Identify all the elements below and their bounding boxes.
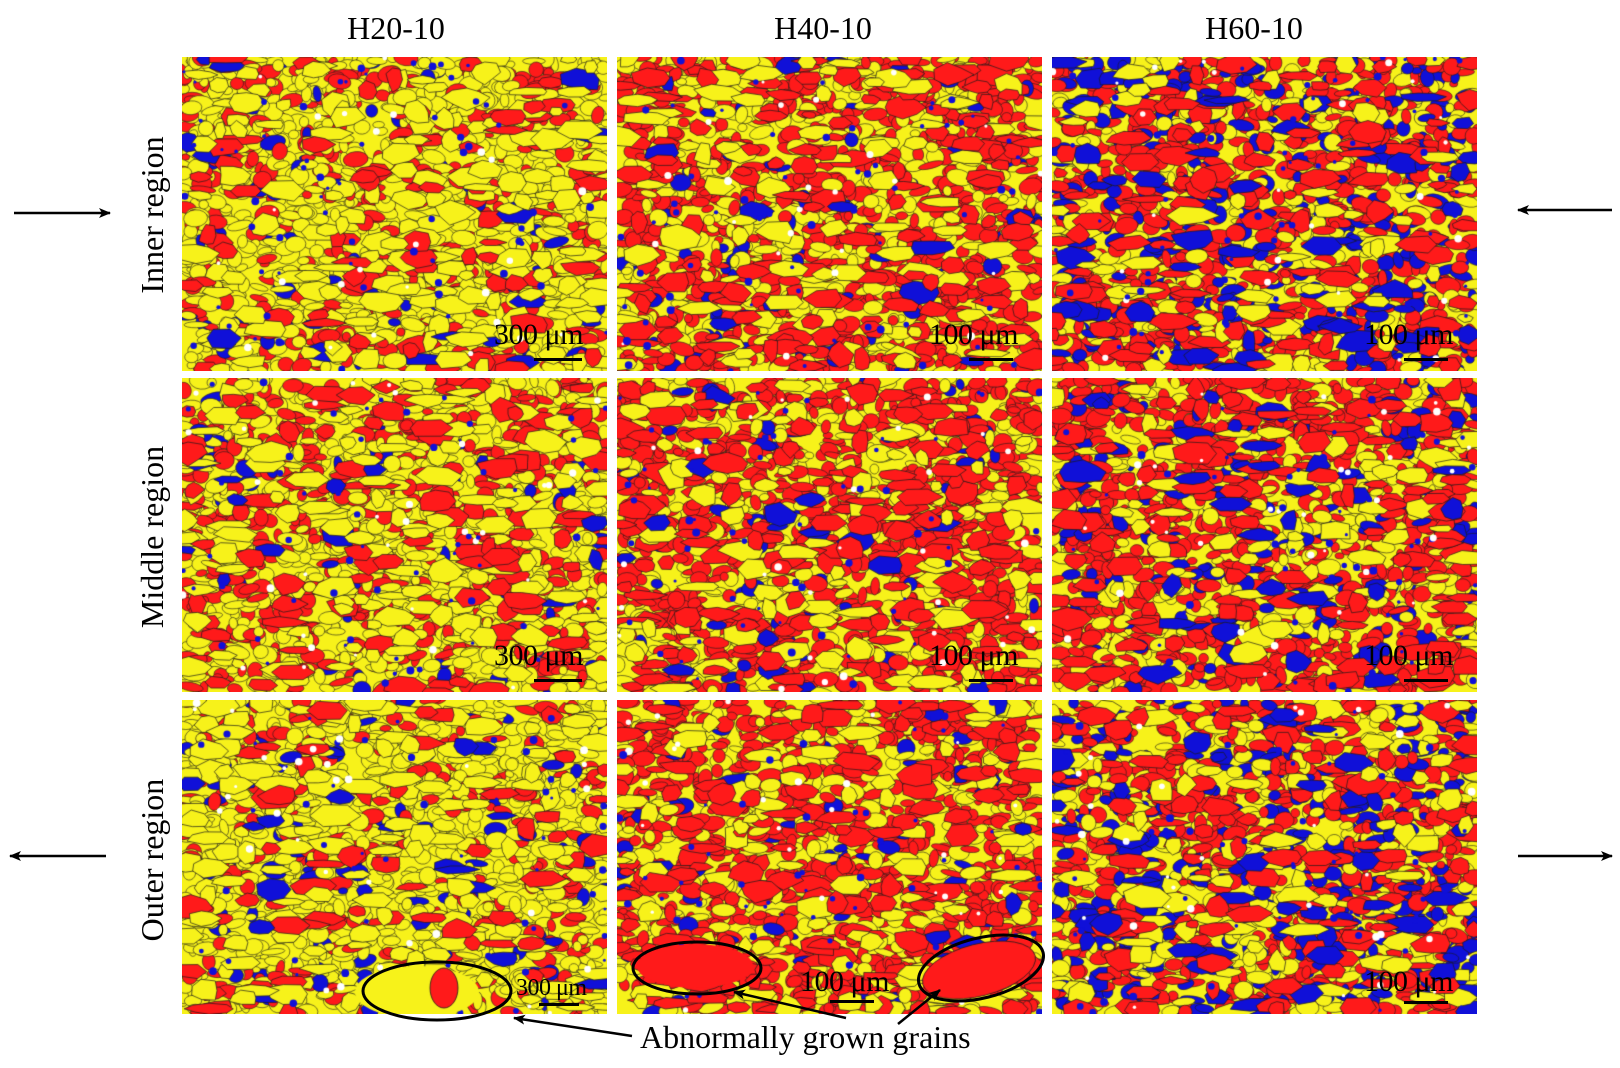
grain-map-canvas (1052, 700, 1477, 1014)
grain-map-canvas (182, 700, 607, 1014)
row-label-middle-region: Middle region (134, 445, 170, 629)
grain-map-canvas (1052, 57, 1477, 371)
annotation-abnormally-grown-grains: Abnormally grown grains (640, 1019, 971, 1055)
scale-bar (969, 679, 1013, 682)
micrograph-h40-10-inner: 100 μm (617, 57, 1042, 371)
scale-bar-label: 100 μm (929, 639, 1018, 672)
scale-bar-label: 100 μm (929, 318, 1018, 351)
grain-map-canvas (182, 378, 607, 692)
grain-map-canvas (1052, 378, 1477, 692)
grain-map-canvas (617, 378, 1042, 692)
scale-bar (830, 1000, 874, 1003)
scale-bar (534, 358, 582, 361)
grain-map-canvas (182, 57, 607, 371)
scale-bar (1404, 679, 1448, 682)
row-label-outer-region: Outer region (134, 778, 170, 942)
scale-bar (969, 358, 1013, 361)
scale-bar (534, 679, 582, 682)
micrograph-h20-10-outer: 300 μm (182, 700, 607, 1014)
scale-bar-label: 300 μm (516, 975, 587, 1001)
scale-bar (539, 1003, 579, 1006)
scale-bar-label: 100 μm (1364, 965, 1453, 998)
micrograph-h60-10-outer: 100 μm (1052, 700, 1477, 1014)
scale-bar-label: 100 μm (1364, 318, 1453, 351)
scale-bar (1404, 358, 1448, 361)
micrograph-h60-10-middle: 100 μm (1052, 378, 1477, 692)
column-title-h40-10: H40-10 (774, 10, 872, 46)
micrograph-h60-10-inner: 100 μm (1052, 57, 1477, 371)
scale-bar-label: 300 μm (494, 639, 583, 672)
micrograph-h20-10-inner: 300 μm (182, 57, 607, 371)
annotation-pointer-arrow (513, 1014, 633, 1038)
scale-bar-label: 100 μm (800, 965, 889, 998)
column-title-h60-10: H60-10 (1205, 10, 1303, 46)
scale-bar-label: 100 μm (1364, 639, 1453, 672)
micrograph-h20-10-middle: 300 μm (182, 378, 607, 692)
micrograph-h40-10-middle: 100 μm (617, 378, 1042, 692)
scale-bar-label: 300 μm (494, 318, 583, 351)
grain-map-canvas (617, 57, 1042, 371)
column-title-h20-10: H20-10 (347, 10, 445, 46)
row-label-inner-region: Inner region (134, 136, 170, 294)
micrograph-h40-10-outer: 100 μm (617, 700, 1042, 1014)
scale-bar (1404, 1001, 1448, 1004)
